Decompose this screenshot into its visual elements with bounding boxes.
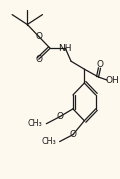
Text: O: O [56, 112, 63, 121]
Text: O: O [35, 55, 42, 64]
Text: CH₃: CH₃ [28, 119, 42, 128]
Text: O: O [69, 130, 76, 139]
Text: O: O [97, 60, 104, 69]
Text: NH: NH [59, 44, 72, 53]
Text: O: O [35, 32, 42, 41]
Text: OH: OH [105, 76, 119, 84]
Text: CH₃: CH₃ [41, 137, 56, 146]
